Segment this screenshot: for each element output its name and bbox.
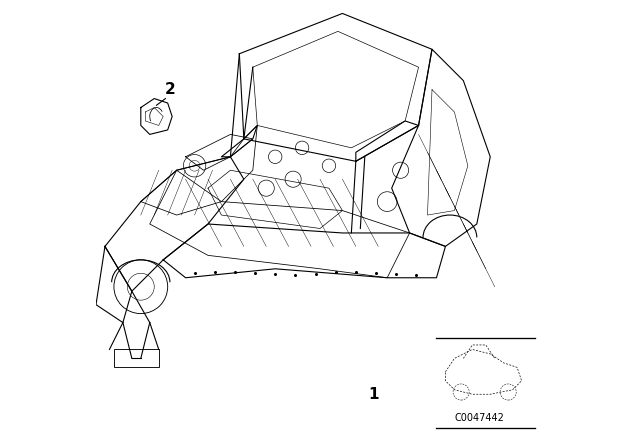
- Text: 2: 2: [164, 82, 175, 97]
- Text: C0047442: C0047442: [454, 413, 504, 422]
- Text: 1: 1: [369, 387, 379, 402]
- Bar: [114, 349, 159, 367]
